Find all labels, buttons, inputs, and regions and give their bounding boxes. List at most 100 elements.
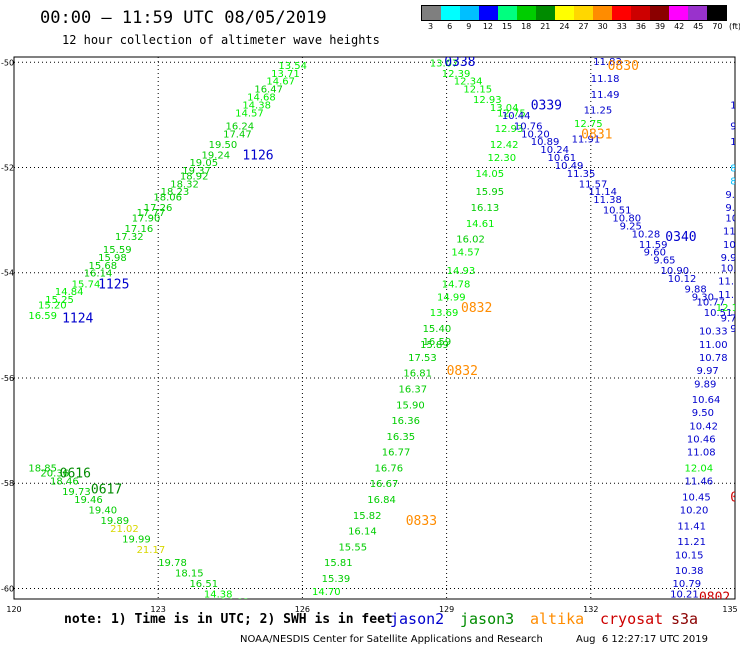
wave-height-point: 16.67 (370, 479, 399, 490)
wave-height-point: 14.99 (437, 292, 466, 303)
legend-swatch-6 (536, 6, 555, 20)
data-layer: 16.5915.2015.2514.8415.7416.1415.6815.98… (28, 57, 740, 599)
wave-height-point: 16.02 (456, 235, 485, 246)
wave-height-point: 13.07 (430, 58, 459, 69)
x-tick-label: 123 (151, 605, 166, 614)
pass-time-label: 0832 (461, 301, 492, 316)
legend-label: 6 (447, 22, 453, 31)
y-tick-label: -52 (1, 164, 14, 173)
wave-height-point: 10.79 (673, 579, 702, 590)
wave-height-point: 18.06 (153, 192, 182, 203)
wave-height-point: 19.40 (89, 506, 118, 517)
wave-height-point: 16.59 (423, 337, 452, 348)
wave-height-point: 12.42 (490, 140, 519, 151)
wave-height-point: 16.37 (399, 385, 428, 396)
satellite-name-jason3: jason3 (460, 610, 515, 628)
wave-height-point: 11.14 (588, 187, 617, 198)
y-tick-label: -60 (1, 584, 14, 593)
pass-time-label: 0617 (91, 482, 122, 497)
pass-time-label: 1125 (98, 277, 129, 292)
legend-label: 21 (540, 22, 551, 31)
wave-height-point: 15.39 (322, 574, 351, 585)
legend-swatch-7 (555, 6, 574, 20)
legend-label: 70 (712, 22, 723, 31)
legend-label: 24 (559, 22, 570, 31)
wave-height-point: 10.33 (699, 327, 728, 338)
pass-time-label: 0802 (730, 490, 740, 505)
wave-height-point: 10.44 (502, 111, 531, 122)
pass-time-label: 1126 (242, 148, 273, 163)
wave-height-point: 19.46 (74, 495, 103, 506)
color-scale-legend (421, 5, 727, 21)
legend-label: (ft) (728, 22, 740, 31)
y-tick-label: -50 (1, 58, 14, 67)
legend-label: 12 (482, 22, 494, 31)
wave-height-point: 9.6 (730, 324, 740, 335)
legend-swatch-15 (707, 6, 726, 20)
wave-height-point: 11.23 (718, 277, 740, 288)
pass-time-label: 0831 (581, 127, 612, 142)
wave-height-point: 10.12 (668, 274, 697, 285)
wave-height-point: 13.71 (271, 69, 300, 80)
legend-swatch-5 (517, 6, 536, 20)
wave-height-point: 10.24 (540, 145, 569, 156)
legend-swatch-9 (593, 6, 612, 20)
wave-height-point: 16.76 (375, 463, 404, 474)
wave-height-point: 16.36 (391, 416, 420, 427)
x-tick-label: 129 (439, 605, 454, 614)
wave-height-point: 16.13 (471, 203, 500, 214)
wave-height-point: 17.47 (223, 129, 252, 140)
satellite-name-s3a: s3a (671, 610, 699, 628)
wave-height-point: 12.93 (495, 124, 524, 135)
wave-height-point: 16.35 (387, 432, 416, 443)
pass-time-label: 0340 (665, 230, 696, 245)
wave-height-point: 9.50 (692, 408, 714, 419)
wave-height-point: 11.2 (730, 100, 740, 111)
color-scale-labels: 3 6 9 12 15 18 21 24 27 30 33 36 39 42 45 70 (ft) (421, 22, 740, 36)
wave-height-point: 14.05 (475, 169, 504, 180)
wave-height-point: 14.57 (451, 248, 480, 259)
wave-height-point: 10.51 (603, 206, 632, 217)
wave-height-point: 15.89 (420, 340, 449, 351)
wave-height-point: 12.34 (454, 77, 483, 88)
wave-height-point: 15.90 (396, 400, 425, 411)
wave-height-point: 12.75 (574, 119, 603, 130)
wave-height-point: 15.95 (475, 187, 504, 198)
wave-height-point: 9.25 (620, 221, 642, 232)
wave-height-point: 10.20 (521, 129, 550, 140)
wave-height-point: 9.7 (721, 313, 737, 324)
legend-swatch-3 (479, 6, 498, 20)
wave-height-point: 17.16 (125, 224, 154, 235)
y-tick-label: -54 (1, 269, 14, 278)
wave-height-point: 16.24 (225, 121, 254, 132)
wave-height-point: 16.77 (382, 448, 411, 459)
legend-swatch-8 (574, 6, 593, 20)
wave-height-point: 15.81 (324, 558, 353, 569)
wave-height-point: 16.81 (403, 369, 432, 380)
wave-height-point: 9.79 (725, 203, 740, 214)
legend-label: 39 (654, 22, 666, 31)
wave-height-point: 19.24 (201, 150, 230, 161)
pass-time-label: 0830 (608, 59, 639, 74)
wave-height-point: 15.98 (98, 253, 127, 264)
wave-height-point: 13.04 (490, 103, 519, 114)
plot-frame (13, 56, 736, 600)
wave-height-point: 12.39 (442, 69, 471, 80)
wave-height-point: 8.5 (730, 177, 740, 188)
wave-height-point: 11.18 (591, 74, 620, 85)
wave-height-point: 16.51 (189, 579, 218, 590)
wave-height-point: 12.04 (685, 463, 714, 474)
wave-height-point: 16.59 (28, 311, 57, 322)
wave-height-point: 10.76 (514, 121, 543, 132)
wave-height-point: 12.93 (473, 95, 502, 106)
wave-height-point: 14.84 (55, 287, 84, 298)
wave-height-point: 11.83 (593, 57, 622, 68)
pass-time-label: 1124 (62, 311, 93, 326)
satellite-name-cryosat: cryosat (600, 610, 664, 628)
wave-height-point: 9.98 (725, 190, 740, 201)
legend-label: 18 (521, 22, 532, 31)
satellite-name-jason2: jason2 (390, 610, 445, 628)
wave-height-point: 19.89 (101, 516, 130, 527)
wave-height-point: 15.82 (353, 511, 382, 522)
